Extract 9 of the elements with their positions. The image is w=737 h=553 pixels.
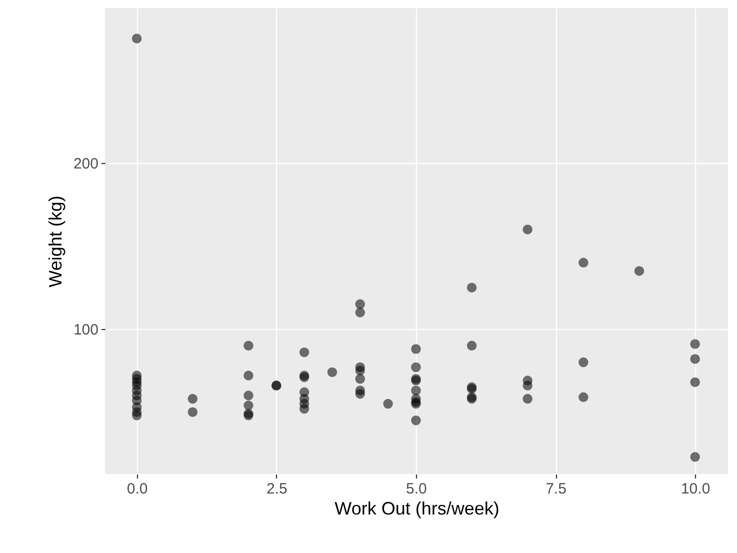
x-tick-label: 10.0 [680,480,710,498]
x-tick-label: 5.0 [406,480,427,498]
x-axis-title: Work Out (hrs/week) [334,498,500,518]
x-tick-label: 0.0 [126,480,148,498]
y-axis-title: Weight (kg) [45,196,66,288]
x-tick-label: 7.5 [546,480,566,498]
y-tick-label: 100 [73,322,98,339]
x-tick-label: 2.5 [266,480,288,498]
y-tick-label: 200 [73,156,98,173]
